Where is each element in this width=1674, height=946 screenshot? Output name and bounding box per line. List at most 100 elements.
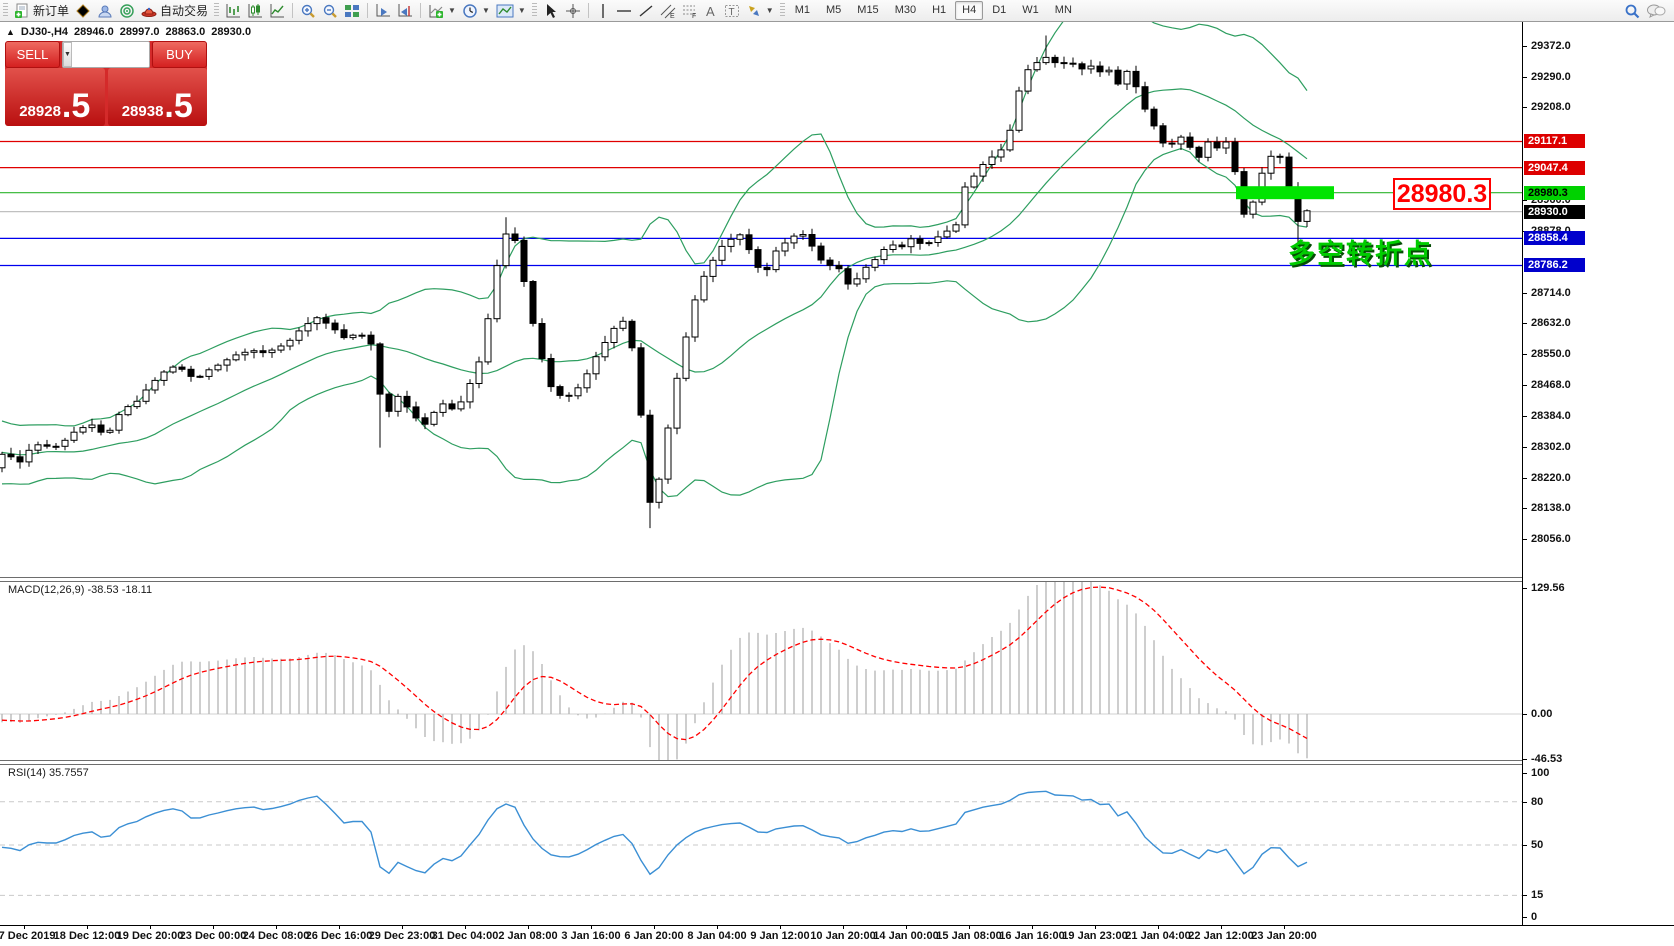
bar-chart-icon <box>226 3 241 17</box>
toolbar-gripper[interactable] <box>531 3 537 18</box>
axis-tick-mark <box>1523 759 1527 760</box>
toolbar-gripper[interactable] <box>214 3 220 18</box>
new-order-button[interactable]: 新订单 <box>11 1 72 20</box>
price-callout[interactable]: 28980.3 <box>1393 178 1491 210</box>
bar-chart-button[interactable] <box>222 1 244 20</box>
ohlc-low: 28863.0 <box>165 26 206 38</box>
axis-tick-mark <box>1523 323 1527 324</box>
sell-price-box[interactable]: 28928 .5 <box>5 68 105 126</box>
cursor-button[interactable] <box>540 1 562 20</box>
time-tick-mark <box>1158 926 1159 929</box>
zoom-in-icon <box>301 4 315 18</box>
volume-stepper: ▼ ▲ <box>62 41 150 68</box>
arrows-icon <box>748 5 759 16</box>
timeframe-button-mn[interactable]: MN <box>1054 4 1072 16</box>
search-icon[interactable] <box>1624 3 1640 19</box>
timeframe-button-d1[interactable]: D1 <box>992 4 1007 16</box>
volume-decrease-button[interactable]: ▼ <box>63 42 72 67</box>
price-chart-pane[interactable] <box>0 22 1522 578</box>
toolbar-gripper[interactable] <box>3 3 8 18</box>
collapse-panel-arrow[interactable]: ▲ <box>6 27 15 37</box>
timeframe-button-m15[interactable]: M15 <box>857 4 879 16</box>
templates-dropdown-caret[interactable]: ▼ <box>517 6 526 15</box>
time-tick-mark <box>87 926 88 929</box>
volume-input[interactable] <box>71 42 149 67</box>
pane-splitter[interactable] <box>0 577 1674 582</box>
buy-price-box[interactable]: 28938 .5 <box>107 68 207 126</box>
periods-dropdown-caret[interactable]: ▼ <box>481 6 490 15</box>
sell-button[interactable]: SELL <box>5 41 60 68</box>
horizontal-line-button[interactable] <box>613 1 635 20</box>
zoom-in-button[interactable] <box>297 1 319 20</box>
toolbar-separator <box>587 3 589 18</box>
time-tick-mark <box>906 926 907 929</box>
equidistant-channel-button[interactable]: E <box>657 1 679 20</box>
time-label: 10 Jan 20:00 <box>810 930 876 942</box>
chinese-annotation[interactable]: 多空转折点 <box>1288 239 1433 269</box>
time-label: 6 Jan 20:00 <box>624 930 684 942</box>
rsi-pane[interactable] <box>0 764 1522 925</box>
styler-button[interactable] <box>72 1 94 20</box>
timeframe-button-w1[interactable]: W1 <box>1022 4 1039 16</box>
line-chart-icon <box>270 3 285 17</box>
chat-icon[interactable] <box>1646 3 1666 19</box>
buy-price-frac: .5 <box>164 87 193 125</box>
time-label: 26 Dec 16:00 <box>305 930 373 942</box>
time-tick-mark <box>1284 926 1285 929</box>
text-button[interactable]: A <box>701 1 721 20</box>
zoom-out-button[interactable] <box>319 1 341 20</box>
axis-tick-mark <box>1523 447 1527 448</box>
line-chart-button[interactable] <box>266 1 288 20</box>
text-label-button[interactable]: T <box>721 1 743 20</box>
timeframe-button-m1[interactable]: M1 <box>794 4 810 16</box>
autotrade-button[interactable]: 自动交易 <box>138 1 211 20</box>
arrows-dropdown-caret[interactable]: ▼ <box>765 6 774 15</box>
time-tick-mark <box>843 926 844 929</box>
rsi-tick-label: 0 <box>1531 911 1538 923</box>
svg-text:T: T <box>728 7 734 18</box>
community-icon <box>98 5 112 17</box>
indicators-button[interactable]: ▼ <box>425 1 459 20</box>
pane-splitter[interactable] <box>0 760 1674 765</box>
time-label: 8 Jan 04:00 <box>687 930 747 942</box>
crosshair-button[interactable] <box>562 1 584 20</box>
toolbar-separator <box>292 3 294 18</box>
vertical-line-button[interactable] <box>593 1 613 20</box>
axis-tick-mark <box>1523 385 1527 386</box>
time-tick-mark <box>969 926 970 929</box>
time-label: 3 Jan 16:00 <box>561 930 621 942</box>
price-tick-label: 28714.0 <box>1531 287 1571 299</box>
timeframe-button-h1[interactable]: H1 <box>932 4 947 16</box>
fibonacci-icon: F <box>682 5 696 19</box>
axis-tick-mark <box>1523 508 1527 509</box>
time-label: 19 Dec 20:00 <box>116 930 184 942</box>
time-label: 21 Jan 04:00 <box>1125 930 1191 942</box>
timeframe-button-h4[interactable]: H4 <box>955 1 984 20</box>
arrows-button[interactable]: ▼ <box>743 1 777 20</box>
auto-scroll-button[interactable] <box>372 1 394 20</box>
templates-button[interactable]: ▼ <box>493 1 529 20</box>
axis-tick-mark <box>1523 588 1527 589</box>
fibonacci-button[interactable]: F <box>679 1 701 20</box>
chart-shift-button[interactable] <box>394 1 416 20</box>
periods-button[interactable]: ▼ <box>459 1 493 20</box>
time-label: 18 Dec 12:00 <box>53 930 121 942</box>
buy-button[interactable]: BUY <box>152 41 207 68</box>
toolbar-gripper[interactable] <box>779 3 785 18</box>
timeframe-button-m5[interactable]: M5 <box>826 4 842 16</box>
timeframe-button-m30[interactable]: M30 <box>894 4 917 16</box>
new-order-label: 新订单 <box>33 4 70 18</box>
candlestick-chart-button[interactable] <box>244 1 266 20</box>
vertical-line-icon <box>602 3 604 18</box>
signals-button[interactable] <box>116 1 138 20</box>
macd-tick-label: 0.00 <box>1531 708 1553 720</box>
community-button[interactable] <box>94 1 116 20</box>
macd-tick-label: 129.56 <box>1531 582 1565 594</box>
macd-pane[interactable] <box>0 581 1522 762</box>
tile-windows-button[interactable] <box>341 1 363 20</box>
indicators-dropdown-caret[interactable]: ▼ <box>448 6 456 15</box>
time-label: 31 Dec 04:00 <box>431 930 499 942</box>
trendline-button[interactable] <box>635 1 657 20</box>
price-axis[interactable]: 29372.029290.029208.028960.028878.028714… <box>1522 22 1674 925</box>
